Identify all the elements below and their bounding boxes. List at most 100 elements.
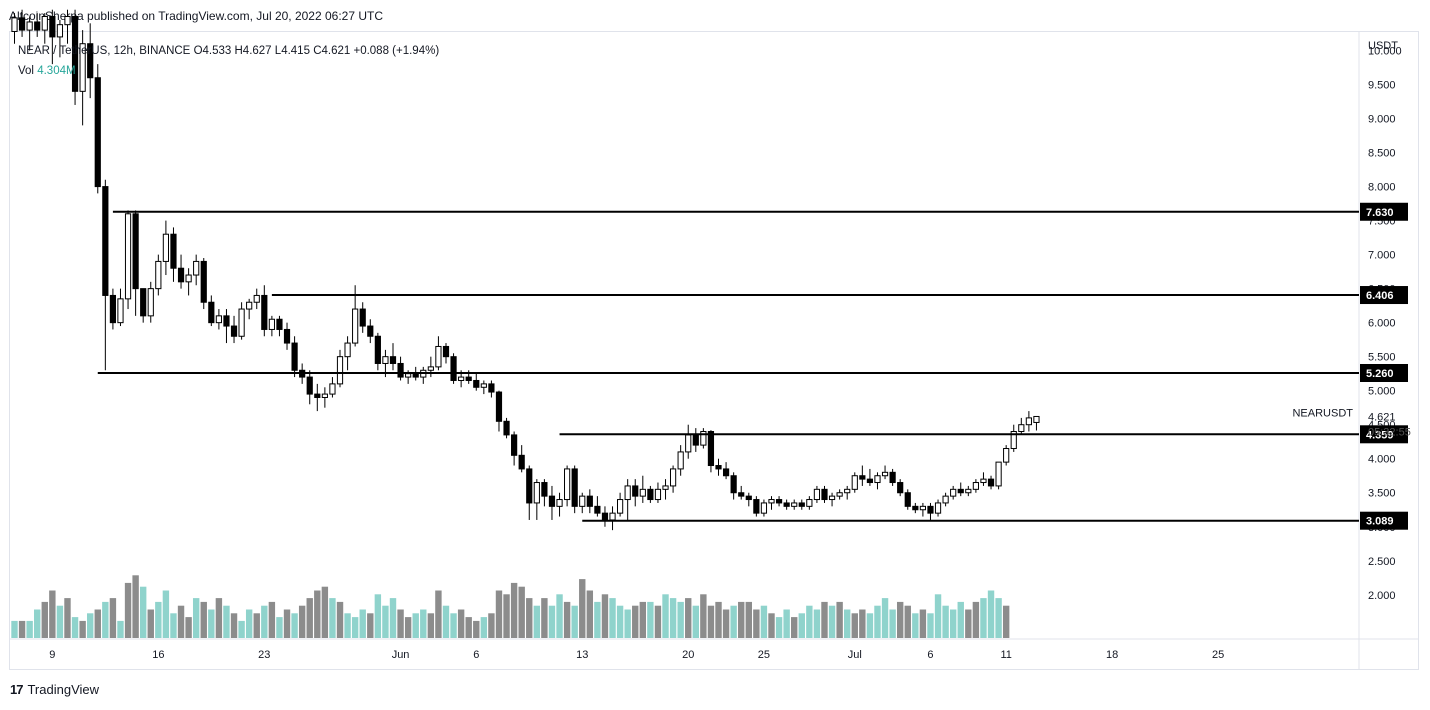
- candle-body: [662, 485, 669, 490]
- candle: [503, 417, 510, 439]
- candle: [185, 268, 192, 296]
- candle: [1025, 411, 1032, 432]
- y-tick-label: 5.500: [1368, 352, 1396, 364]
- candle-body: [94, 77, 101, 188]
- candle-body: [185, 274, 192, 283]
- candle-body: [261, 294, 268, 330]
- candle: [1033, 415, 1040, 431]
- y-tick-label: 10.000: [1368, 46, 1402, 58]
- candle: [1003, 445, 1010, 466]
- volume-bar: [397, 609, 404, 638]
- volume-bar: [465, 617, 472, 638]
- legend-vol-label[interactable]: Vol: [18, 65, 34, 77]
- candle-body: [465, 376, 472, 381]
- volume-bar: [753, 609, 760, 638]
- volume-bar: [457, 609, 465, 638]
- candle: [564, 465, 571, 507]
- candle-body: [458, 376, 465, 381]
- candle-body: [79, 43, 86, 92]
- candle: [49, 9, 56, 65]
- candle: [329, 377, 336, 398]
- candle-body: [927, 505, 934, 514]
- volume-bar: [420, 609, 427, 638]
- candle: [844, 485, 851, 500]
- volume-bar: [268, 601, 276, 638]
- volume-bar: [579, 579, 586, 638]
- x-tick-label: 6: [927, 649, 933, 661]
- candle-body: [18, 17, 26, 31]
- candle: [64, 9, 71, 44]
- volume-bar: [859, 609, 866, 638]
- candle: [753, 496, 760, 517]
- candle: [669, 465, 677, 493]
- candle-body: [389, 356, 397, 364]
- level-price-tag: [1360, 286, 1408, 305]
- volume-bar: [563, 601, 571, 638]
- volume-bar: [374, 594, 382, 638]
- x-tick-label: 13: [576, 649, 588, 661]
- volume-bar: [359, 609, 366, 638]
- volume-bar: [548, 605, 556, 638]
- volume-bar: [541, 598, 548, 638]
- candle: [109, 288, 117, 330]
- candle-body: [34, 21, 41, 31]
- legend-change: +0.088 (+1.94%): [353, 45, 440, 57]
- chart-frame[interactable]: [9, 31, 1419, 670]
- candle-body: [647, 488, 654, 501]
- candle-body: [147, 288, 154, 317]
- volume-bar: [87, 613, 94, 638]
- volume-bar: [980, 598, 987, 638]
- candle: [957, 482, 964, 497]
- footer-brand[interactable]: 17 TradingView: [10, 682, 99, 697]
- volume-bar: [783, 609, 790, 638]
- volume-bar: [276, 617, 283, 638]
- candle: [548, 485, 556, 520]
- candle-body: [669, 468, 677, 487]
- x-tick-label: 9: [49, 649, 55, 661]
- volume-bar: [427, 613, 435, 638]
- volume-bar: [775, 617, 783, 638]
- candle: [427, 356, 434, 378]
- candle: [140, 288, 147, 323]
- candle-body: [276, 318, 283, 330]
- candle-body: [435, 345, 442, 368]
- volume-bar: [230, 613, 238, 638]
- legend-volume-row: Vol 4.304M: [18, 61, 439, 81]
- candle: [654, 482, 662, 503]
- candle: [609, 506, 616, 531]
- volume-bar: [147, 609, 154, 638]
- candle: [495, 390, 503, 432]
- y-tick-label: 3.500: [1368, 488, 1396, 500]
- candle: [1018, 417, 1025, 435]
- volume-bar: [965, 609, 972, 638]
- candle: [919, 502, 926, 517]
- candle-body: [609, 512, 616, 521]
- candle: [556, 492, 563, 517]
- candle-body: [897, 482, 904, 494]
- candle: [26, 16, 33, 51]
- volume-bar: [321, 586, 329, 638]
- volume-bar: [64, 598, 71, 638]
- volume-bar: [949, 609, 957, 638]
- candle-body: [707, 431, 715, 467]
- candle: [359, 302, 366, 333]
- volume-bar: [987, 590, 995, 638]
- volume-bar: [245, 609, 253, 638]
- series-name-label: NEARUSDT: [1292, 407, 1353, 419]
- legend-symbol[interactable]: NEAR / TetherUS, 12h, BINANCE: [18, 45, 191, 57]
- candle: [261, 285, 268, 337]
- volume-bar: [912, 613, 919, 638]
- candle: [526, 465, 533, 520]
- volume-bar: [806, 605, 813, 638]
- x-tick-label: Jul: [848, 649, 862, 661]
- candle-body: [919, 505, 926, 511]
- candle: [306, 370, 313, 405]
- candle: [730, 472, 737, 500]
- candle-body: [654, 488, 662, 501]
- candle-body: [571, 468, 578, 507]
- volume-bar: [291, 613, 298, 638]
- volume-bar: [102, 601, 109, 638]
- volume-bar: [442, 605, 450, 638]
- candle-body: [942, 495, 949, 504]
